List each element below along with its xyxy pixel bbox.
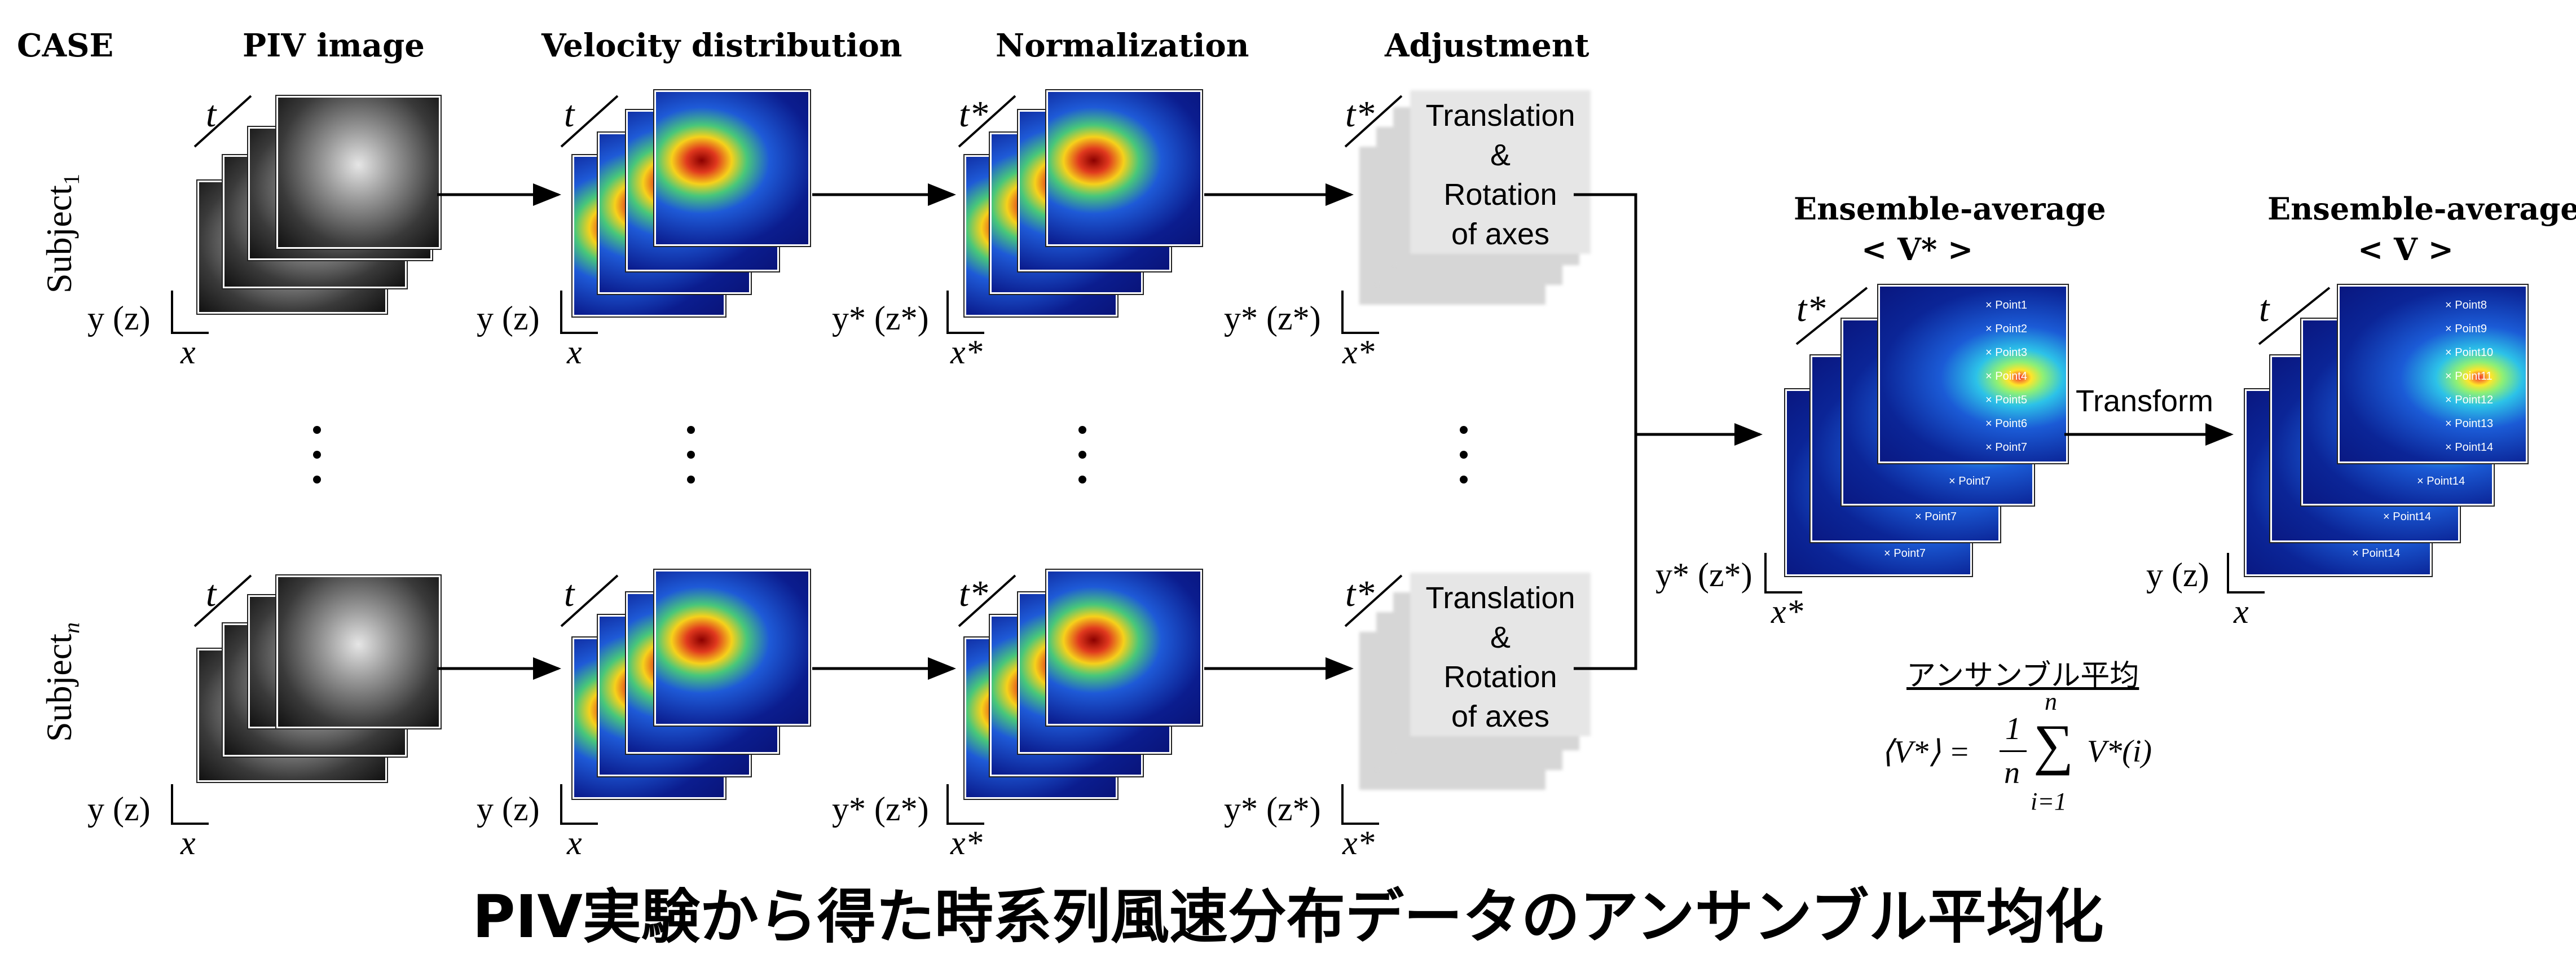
subject-1-subscript: 1 — [58, 174, 84, 186]
y-z-star-label-adj-1: y* (z*) — [1224, 300, 1321, 337]
x-star-label-adj-n: x* — [1342, 824, 1375, 861]
formula-sum-top: n — [2045, 688, 2057, 715]
t-star-label-adj-1: t* — [1345, 94, 1375, 135]
t-star-label-norm-1: t* — [959, 94, 988, 135]
point-label: × Point7 — [1915, 511, 1957, 523]
point-label: × Point12 — [2445, 394, 2494, 406]
point-label: × Point11 — [2445, 370, 2493, 383]
formula-term: V*(i) — [2087, 734, 2152, 769]
adjustment-text-n: Translation & Rotation of axes — [1425, 581, 1575, 733]
adjustment-text-1: Translation & Rotation of axes — [1425, 99, 1575, 251]
point-label: × Point6 — [1985, 417, 2027, 430]
formula-fraction-bar — [2000, 750, 2027, 752]
ellipsis-dots-adjustment — [1460, 426, 1468, 500]
subject-1-text: Subject — [39, 185, 79, 293]
x-label-vel-1: x — [567, 333, 582, 371]
point-label: × Point7 — [1949, 475, 1991, 487]
velocity-distribution-header: Velocity distribution — [541, 27, 902, 64]
t-star-label-adj-n: t* — [1345, 573, 1375, 614]
y-z-label-ensemble-right: y (z) — [2146, 556, 2209, 593]
point-label: × Point1 — [1985, 299, 2027, 311]
y-z-label-piv-1: y (z) — [87, 300, 151, 337]
point-label: × Point9 — [2445, 323, 2487, 335]
point-label: × Point7 — [1985, 441, 2027, 454]
t-label-vel-n: t — [564, 573, 575, 614]
point-label: × Point14 — [2383, 511, 2432, 523]
formula-lhs: ⟨V*⟩ = — [1881, 735, 1970, 770]
t-label-piv-1: t — [206, 94, 217, 135]
normalization-header: Normalization — [996, 27, 1249, 64]
t-label-piv-n: t — [206, 573, 217, 614]
point-label: × Point13 — [2445, 417, 2494, 430]
point-label: × Point4 — [1985, 370, 2027, 383]
x-label-ensemble-right: x — [2234, 593, 2249, 630]
subject-n-label: Subjectn — [38, 622, 85, 742]
ellipsis-dots-velocity — [687, 426, 695, 500]
t-star-label-norm-n: t* — [959, 573, 988, 614]
y-z-label-vel-n: y (z) — [477, 790, 540, 828]
subject-n-text: Subject — [39, 634, 79, 742]
t-label-ensemble-right: t — [2259, 288, 2270, 329]
x-star-label-norm-n: x* — [950, 824, 983, 861]
ellipsis-dots-normalization — [1078, 426, 1086, 500]
transform-label: Transform — [2076, 384, 2214, 418]
point-label: × Point8 — [2445, 299, 2487, 311]
t-star-label-ensemble: t* — [1796, 288, 1826, 329]
y-z-star-label-norm-1: y* (z*) — [832, 300, 929, 337]
axes-piv-n — [171, 784, 209, 825]
formula-sum-symbol: ∑ — [2033, 713, 2074, 776]
point-label: × Point3 — [1985, 346, 2027, 359]
point-label: × Point7 — [1884, 547, 1926, 560]
point-label: × Point14 — [2352, 547, 2401, 560]
ensemble-left-symbol: < V* > — [1861, 231, 1974, 267]
axes-adj-n — [1341, 784, 1379, 825]
t-label-vel-1: t — [564, 94, 575, 135]
t-arrow-piv-1 — [193, 95, 252, 148]
t-arrow-piv-n — [193, 574, 252, 627]
x-label-piv-1: x — [180, 333, 196, 371]
ensemble-average-left-title: Ensemble-average — [1794, 191, 2106, 227]
adjustment-header: Adjustment — [1385, 27, 1589, 64]
point-label: × Point10 — [2445, 346, 2494, 359]
x-label-vel-n: x — [567, 824, 582, 861]
y-z-label-piv-n: y (z) — [87, 790, 151, 828]
y-z-star-label-norm-n: y* (z*) — [832, 790, 929, 828]
y-z-label-vel-1: y (z) — [477, 300, 540, 337]
ellipsis-dots-piv — [313, 426, 321, 500]
point-label: × Point5 — [1985, 394, 2027, 406]
x-star-label-ensemble: x* — [1771, 593, 1803, 630]
x-star-label-norm-1: x* — [950, 333, 983, 371]
x-star-label-adj-1: x* — [1342, 333, 1375, 371]
bottom-title: PIV実験から得た時系列風速分布データのアンサンブル平均化 — [472, 882, 2104, 951]
y-z-star-label-adj-n: y* (z*) — [1224, 790, 1321, 828]
formula-sum-bottom: i=1 — [2031, 788, 2067, 815]
point-label: × Point2 — [1985, 323, 2027, 335]
formula-frac-num: 1 — [2005, 711, 2021, 746]
subject-n-subscript: n — [58, 622, 84, 634]
formula-heading: アンサンブル平均 — [1906, 659, 2139, 693]
point-label: × Point14 — [2417, 475, 2465, 487]
subject-1-label: Subject1 — [38, 174, 85, 293]
ensemble-average-right-title: Ensemble-average — [2267, 191, 2576, 227]
point-label: × Point14 — [2445, 441, 2494, 454]
case-header: CASE — [17, 27, 114, 64]
ensemble-right-symbol: < V > — [2358, 231, 2454, 267]
formula-frac-den: n — [2004, 755, 2020, 790]
x-label-piv-n: x — [180, 824, 196, 861]
y-z-star-label-ensemble: y* (z*) — [1655, 556, 1752, 593]
piv-image-header: PIV image — [243, 27, 425, 64]
